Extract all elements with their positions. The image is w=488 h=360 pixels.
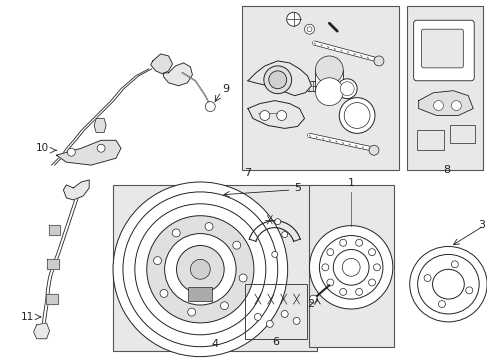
Circle shape (438, 301, 445, 307)
Circle shape (172, 229, 180, 237)
Circle shape (450, 100, 460, 111)
Bar (315, 70, 343, 92)
Bar (309, 185, 393, 347)
Circle shape (339, 239, 346, 246)
Polygon shape (46, 294, 58, 304)
Circle shape (337, 79, 356, 99)
Circle shape (286, 12, 300, 26)
Circle shape (220, 302, 228, 310)
Circle shape (342, 258, 359, 276)
Text: 3: 3 (477, 220, 484, 230)
Text: 2: 2 (306, 299, 314, 309)
Circle shape (259, 111, 269, 121)
Circle shape (67, 148, 75, 156)
Circle shape (232, 241, 240, 249)
Circle shape (239, 274, 246, 282)
Circle shape (266, 320, 273, 327)
Polygon shape (94, 118, 106, 132)
Circle shape (176, 246, 224, 293)
Circle shape (268, 71, 286, 89)
Ellipse shape (432, 269, 463, 299)
FancyBboxPatch shape (421, 29, 462, 68)
Text: 10: 10 (35, 143, 48, 153)
Circle shape (339, 98, 374, 133)
Bar (244, 284, 306, 339)
Polygon shape (418, 91, 472, 116)
Circle shape (344, 103, 369, 129)
Polygon shape (247, 61, 311, 96)
Circle shape (319, 235, 382, 299)
Circle shape (423, 275, 430, 282)
Circle shape (135, 204, 265, 335)
Circle shape (340, 82, 353, 96)
Circle shape (187, 308, 195, 316)
Circle shape (315, 56, 343, 84)
Circle shape (164, 234, 236, 305)
Circle shape (373, 56, 383, 66)
Text: 5: 5 (294, 183, 301, 193)
Circle shape (339, 288, 346, 295)
Bar (113, 185, 317, 351)
Text: 8: 8 (442, 165, 449, 175)
Circle shape (281, 231, 287, 238)
Circle shape (97, 144, 105, 152)
Circle shape (271, 251, 277, 257)
Circle shape (433, 100, 443, 111)
Circle shape (326, 249, 333, 256)
Circle shape (160, 289, 167, 297)
Circle shape (274, 219, 280, 225)
Circle shape (153, 257, 161, 265)
FancyBboxPatch shape (413, 20, 473, 81)
Bar (406, 6, 482, 170)
Circle shape (465, 287, 472, 294)
Circle shape (368, 249, 375, 256)
Text: 1: 1 (347, 178, 354, 188)
Polygon shape (163, 63, 192, 86)
Circle shape (190, 260, 210, 279)
Polygon shape (247, 100, 304, 129)
Circle shape (292, 318, 300, 324)
Ellipse shape (409, 247, 486, 322)
Polygon shape (47, 260, 59, 269)
Bar (449, 125, 474, 143)
Text: 4: 4 (211, 339, 218, 349)
Bar (242, 6, 398, 170)
Polygon shape (34, 323, 49, 339)
Circle shape (333, 249, 368, 285)
Circle shape (276, 111, 286, 121)
Circle shape (321, 264, 328, 271)
Bar (188, 287, 212, 301)
Circle shape (368, 145, 378, 155)
Ellipse shape (417, 255, 478, 314)
Circle shape (205, 102, 215, 112)
Circle shape (326, 279, 333, 286)
Polygon shape (150, 54, 172, 74)
Circle shape (309, 295, 317, 303)
Polygon shape (56, 140, 121, 165)
Circle shape (315, 78, 343, 105)
Text: 9: 9 (222, 84, 229, 94)
Polygon shape (48, 225, 61, 235)
Circle shape (368, 279, 375, 286)
Circle shape (309, 226, 392, 309)
Text: 7: 7 (244, 168, 251, 178)
Circle shape (306, 27, 311, 32)
Polygon shape (63, 180, 89, 200)
Circle shape (254, 314, 261, 320)
Circle shape (204, 222, 213, 230)
Circle shape (113, 182, 287, 357)
Text: 6: 6 (272, 337, 279, 347)
Circle shape (355, 239, 362, 246)
Circle shape (450, 261, 457, 268)
Circle shape (355, 288, 362, 295)
Circle shape (122, 192, 277, 347)
Circle shape (146, 216, 253, 323)
Circle shape (281, 310, 287, 318)
Text: 11: 11 (20, 312, 34, 322)
Circle shape (304, 24, 314, 34)
Circle shape (373, 264, 380, 271)
Bar (416, 130, 444, 150)
Circle shape (264, 66, 291, 94)
